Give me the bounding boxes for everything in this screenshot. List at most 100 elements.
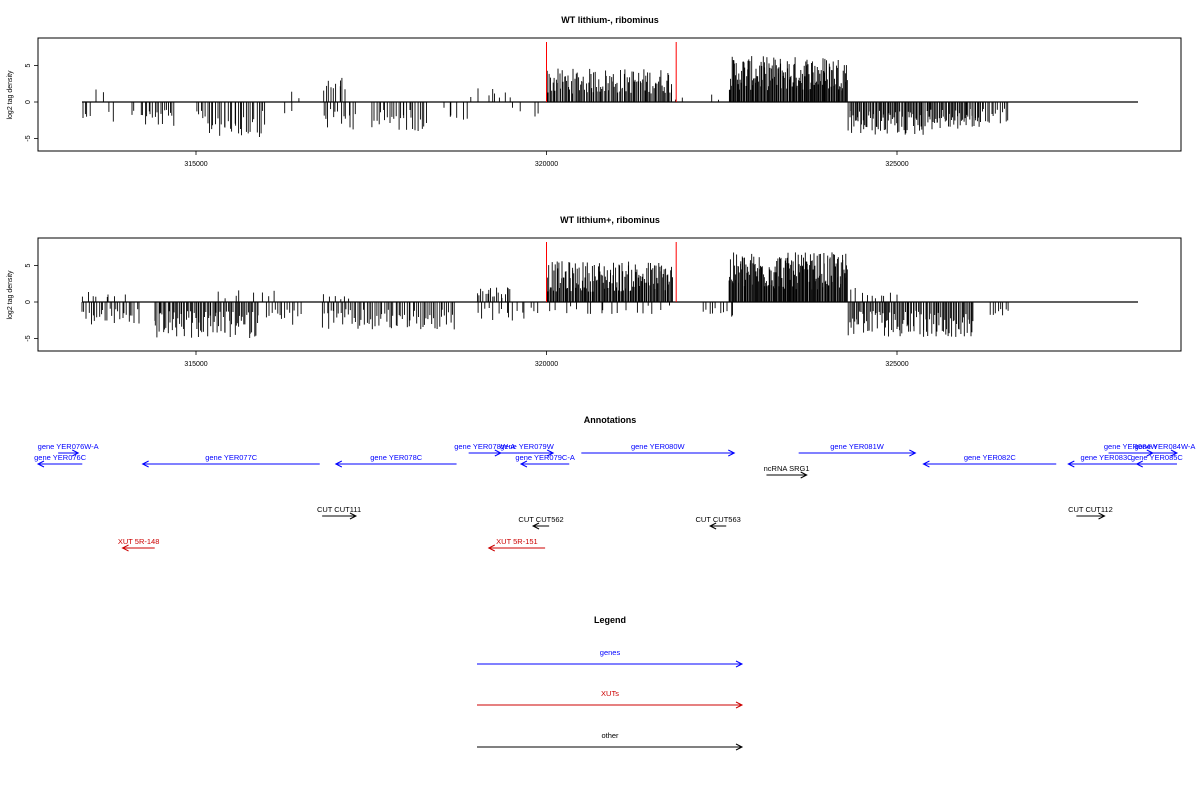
feature-label: gene YER076C: [34, 453, 87, 462]
x-tick-label: 325000: [885, 361, 908, 368]
feature-label: gene YER081W: [830, 442, 885, 451]
panel-title: WT lithium+, ribominus: [560, 215, 660, 225]
annotation-feature: XUT 5R-148: [118, 537, 160, 552]
feature-label: CUT CUT562: [518, 515, 563, 524]
feature-list: gene YER076W-A gene YER076C gene YER077C ge…: [34, 442, 1195, 552]
feature-arrowhead: [728, 449, 736, 457]
feature-arrowhead: [487, 544, 495, 552]
track-panel-lithium-plus: WT lithium+, ribominus log2 tag density …: [7, 215, 1182, 368]
annotation-feature: ncRNA SRG1: [764, 464, 810, 479]
legend-section: Legend genes XUTs other: [477, 615, 744, 751]
annotation-feature: gene YER078C: [334, 453, 457, 468]
feature-arrowhead: [708, 522, 717, 530]
y-tick-label: 5: [25, 63, 32, 67]
legend-label: other: [601, 731, 619, 740]
y-tick-label: -5: [25, 135, 32, 141]
feature-arrowhead: [334, 460, 343, 468]
x-axis: 315000 320000 325000: [184, 151, 909, 168]
annotation-feature: gene YER079W: [500, 442, 555, 457]
annotation-feature: CUT CUT562: [518, 515, 564, 530]
feature-arrowhead: [800, 471, 808, 479]
feature-label: gene YER084W-A: [1134, 442, 1195, 451]
feature-arrowhead: [141, 460, 149, 468]
legend-item: XUTs: [477, 689, 744, 709]
annotation-feature: gene YER080W: [581, 442, 736, 457]
x-tick-label: 320000: [535, 361, 558, 368]
feature-label: gene YER078W-A: [454, 442, 515, 451]
region-markers: [546, 242, 677, 302]
x-tick-label: 325000: [885, 161, 908, 168]
annotations-title: Annotations: [584, 415, 637, 425]
feature-arrowhead: [531, 522, 540, 530]
annotation-feature: gene YER083C: [1067, 453, 1145, 468]
y-tick-label: -5: [25, 335, 32, 341]
y-tick-label: 0: [25, 300, 32, 304]
feature-arrowhead: [1135, 460, 1143, 468]
feature-arrowhead: [922, 460, 930, 468]
annotation-feature: CUT CUT112: [1068, 505, 1113, 520]
annotation-feature: gene YER076W-A: [38, 442, 99, 457]
y-axis: -5 0 5: [25, 63, 38, 142]
feature-arrowhead: [121, 544, 129, 552]
feature-label: gene YER076W-A: [38, 442, 99, 451]
feature-arrowhead: [1067, 460, 1075, 468]
feature-label: gene YER077C: [205, 453, 258, 462]
feature-arrowhead: [349, 512, 358, 520]
annotation-feature: gene YER081W: [798, 442, 917, 457]
feature-label: XUT 5R-148: [118, 537, 160, 546]
feature-label: gene YER082C: [964, 453, 1017, 462]
y-tick-label: 5: [25, 263, 32, 267]
x-tick-label: 315000: [184, 361, 207, 368]
annotation-feature: gene YER082C: [922, 453, 1057, 468]
feature-label: CUT CUT112: [1068, 505, 1113, 514]
legend-arrowhead: [735, 743, 744, 751]
legend-item: other: [477, 731, 744, 751]
legend-label: XUTs: [601, 689, 619, 698]
annotation-feature: CUT CUT111: [317, 505, 361, 520]
x-tick-label: 320000: [535, 161, 558, 168]
y-axis-label: log2 tag density: [7, 270, 14, 320]
plot-frame: [37, 237, 1182, 352]
x-tick-label: 315000: [184, 161, 207, 168]
feature-arrowhead: [909, 449, 917, 457]
panel-title: WT lithium-, ribominus: [561, 15, 659, 25]
feature-label: ncRNA SRG1: [764, 464, 810, 473]
legend-items: genes XUTs other: [477, 648, 744, 751]
feature-label: XUT 5R-151: [496, 537, 538, 546]
track-panel-lithium-minus: WT lithium-, ribominus log2 tag density …: [7, 15, 1182, 168]
feature-label: CUT CUT111: [317, 505, 361, 514]
feature-label: gene YER078C: [370, 453, 423, 462]
feature-label: gene YER084W: [1104, 442, 1159, 451]
annotation-feature: CUT CUT563: [696, 515, 741, 530]
y-axis: -5 0 5: [25, 263, 38, 342]
feature-arrowhead: [1170, 449, 1179, 457]
plot-frame: [37, 37, 1182, 152]
annotation-feature: gene YER076C: [34, 453, 87, 468]
feature-arrowhead: [519, 460, 528, 468]
feature-label: gene YER080W: [631, 442, 686, 451]
feature-arrowhead: [36, 460, 45, 468]
legend-item: genes: [477, 648, 744, 668]
annotation-feature: gene YER079C-A: [515, 453, 575, 468]
legend-arrowhead: [735, 660, 744, 668]
feature-arrowhead: [546, 449, 555, 457]
legend-arrowhead: [735, 701, 744, 709]
y-tick-label: 0: [25, 100, 32, 104]
feature-arrowhead: [72, 449, 80, 457]
annotation-feature: XUT 5R-151: [487, 537, 546, 552]
region-markers: [546, 42, 677, 102]
y-axis-label: log2 tag density: [7, 70, 14, 120]
x-axis: 315000 320000 325000: [184, 351, 909, 368]
annotation-feature: gene YER085C: [1131, 453, 1183, 468]
annotation-feature: gene YER077C: [141, 453, 320, 468]
density-bars: [81, 252, 1138, 338]
density-bars: [82, 56, 1138, 137]
feature-label: gene YER083C: [1081, 453, 1134, 462]
feature-label: gene YER079W: [500, 442, 555, 451]
annotation-feature: gene YER084W-A: [1134, 442, 1195, 457]
legend-title: Legend: [594, 615, 626, 625]
feature-arrowhead: [1098, 512, 1106, 520]
feature-label: CUT CUT563: [696, 515, 741, 524]
